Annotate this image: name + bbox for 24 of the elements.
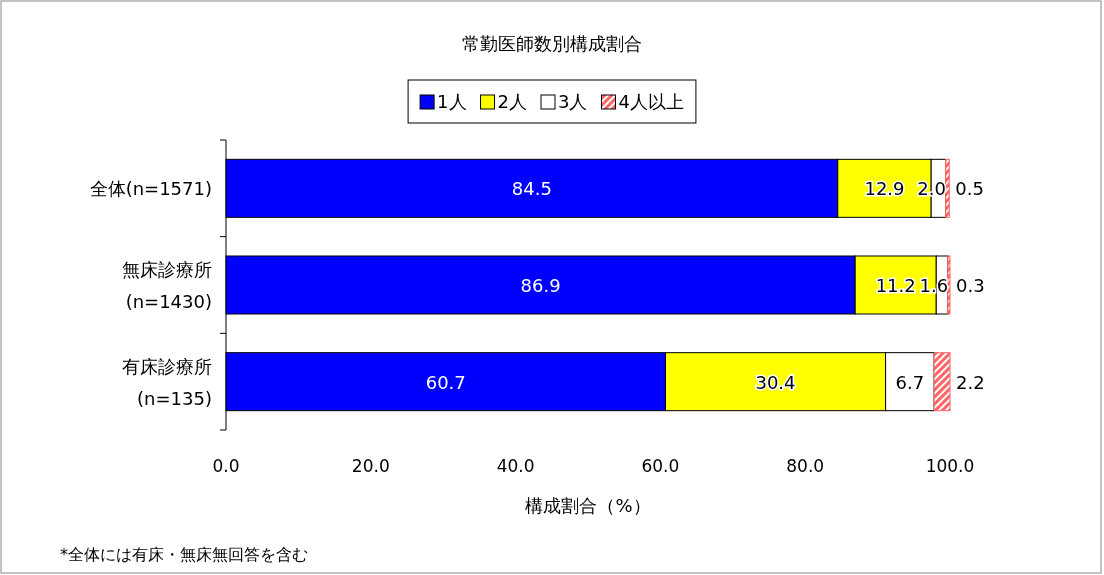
chart-title: 常勤医師数別構成割合: [462, 33, 642, 54]
data-label: 2.0: [917, 178, 946, 200]
x-tick-label: 60.0: [641, 456, 680, 476]
x-axis-title: 構成割合（%）: [525, 495, 651, 516]
y-tick-label: 全体(n=1571): [89, 178, 212, 200]
x-tick-label: 0.0: [212, 456, 240, 476]
legend-label: 1人: [437, 91, 467, 112]
legend-label: 2人: [497, 91, 527, 112]
bar: [945, 158, 950, 218]
x-tick-label: 20.0: [351, 456, 390, 476]
data-label: 30.4: [755, 371, 796, 393]
bar: [933, 352, 951, 412]
legend-label: 3人: [558, 91, 588, 112]
data-label: 6.7: [895, 371, 925, 393]
legend-label: 4人以上: [618, 91, 684, 112]
y-tick-label: 無床診療所 (n=1430): [122, 259, 212, 312]
bar: [947, 255, 951, 315]
x-tick-label: 40.0: [496, 456, 535, 476]
text: *全体には有床・無床無回答を含む: [60, 545, 308, 564]
x-tick-label: 100.0: [925, 456, 975, 476]
data-label: 12.9: [864, 178, 905, 200]
y-tick-label: 有床診療所 (n=135): [122, 355, 212, 409]
x-tick-label: 80.0: [786, 456, 825, 476]
data-label: 11.2: [875, 275, 916, 296]
